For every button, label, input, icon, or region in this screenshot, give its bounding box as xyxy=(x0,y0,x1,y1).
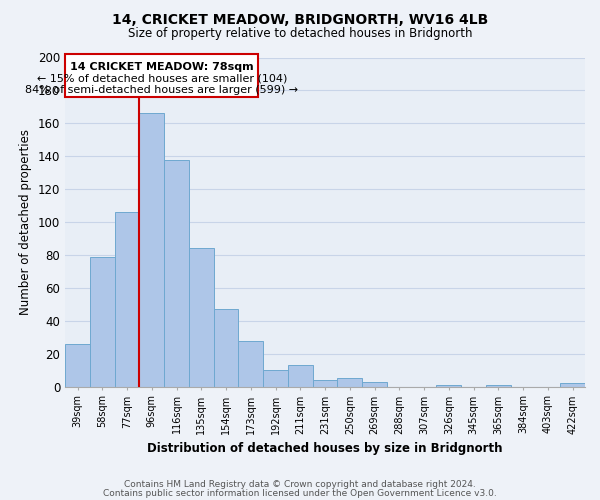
Bar xyxy=(263,370,288,386)
Text: ← 15% of detached houses are smaller (104): ← 15% of detached houses are smaller (10… xyxy=(37,74,287,84)
Bar xyxy=(238,340,263,386)
Text: Size of property relative to detached houses in Bridgnorth: Size of property relative to detached ho… xyxy=(128,28,472,40)
Bar xyxy=(65,344,90,387)
Bar xyxy=(362,382,387,386)
Bar xyxy=(436,385,461,386)
Bar xyxy=(115,212,139,386)
Bar xyxy=(486,385,511,386)
Text: Contains HM Land Registry data © Crown copyright and database right 2024.: Contains HM Land Registry data © Crown c… xyxy=(124,480,476,489)
Bar xyxy=(288,366,313,386)
Bar xyxy=(337,378,362,386)
Bar xyxy=(189,248,214,386)
Bar xyxy=(90,256,115,386)
X-axis label: Distribution of detached houses by size in Bridgnorth: Distribution of detached houses by size … xyxy=(148,442,503,455)
Bar xyxy=(313,380,337,386)
Bar xyxy=(139,114,164,386)
FancyBboxPatch shape xyxy=(65,54,258,97)
Bar xyxy=(214,310,238,386)
Y-axis label: Number of detached properties: Number of detached properties xyxy=(19,129,32,315)
Bar xyxy=(560,384,585,386)
Text: 14 CRICKET MEADOW: 78sqm: 14 CRICKET MEADOW: 78sqm xyxy=(70,62,254,72)
Text: 14, CRICKET MEADOW, BRIDGNORTH, WV16 4LB: 14, CRICKET MEADOW, BRIDGNORTH, WV16 4LB xyxy=(112,12,488,26)
Bar xyxy=(164,160,189,386)
Text: Contains public sector information licensed under the Open Government Licence v3: Contains public sector information licen… xyxy=(103,489,497,498)
Text: 84% of semi-detached houses are larger (599) →: 84% of semi-detached houses are larger (… xyxy=(25,86,298,96)
